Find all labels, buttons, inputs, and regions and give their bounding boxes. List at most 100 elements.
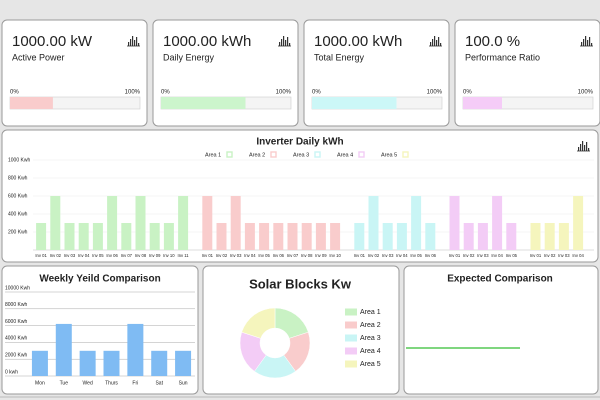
x-tick-label: Inv 11 xyxy=(178,253,190,258)
chart-icon xyxy=(587,40,589,46)
chart-icon xyxy=(287,37,289,46)
x-tick-label: Inv 01 xyxy=(530,253,542,258)
legend-swatch xyxy=(345,308,357,316)
x-tick-label: Tue xyxy=(60,380,69,386)
legend-label: Area 2 xyxy=(249,152,265,158)
kpi-label: Daily Energy xyxy=(163,52,215,62)
x-tick-label: Inv 10 xyxy=(329,253,341,258)
x-tick-label: Inv 05 xyxy=(410,253,422,258)
legend-swatch xyxy=(270,151,277,158)
x-tick-label: Inv 02 xyxy=(368,253,380,258)
x-tick-label: Inv 01 xyxy=(354,253,366,258)
chart-icon xyxy=(434,36,436,46)
kpi-min: 0% xyxy=(463,90,472,96)
bar xyxy=(301,223,312,250)
bar xyxy=(55,323,72,376)
y-tick-label: 600 Kwh xyxy=(8,193,28,199)
kpi-min: 0% xyxy=(312,90,321,96)
y-tick-label: 2000 Kwh xyxy=(5,353,27,359)
progress-fill xyxy=(161,97,246,109)
bar xyxy=(259,223,270,250)
y-tick-label: 1000 Kwh xyxy=(8,157,30,163)
x-tick-label: Inv 01 xyxy=(202,253,214,258)
x-tick-label: Inv 03 xyxy=(558,253,570,258)
chart-title: Solar Blocks Kw xyxy=(249,276,352,291)
bar xyxy=(79,350,96,376)
bar xyxy=(31,350,48,376)
chart-icon xyxy=(589,37,591,46)
legend-swatch xyxy=(314,151,321,158)
bar xyxy=(202,196,213,250)
chart-icon xyxy=(128,42,130,46)
chart-icon xyxy=(580,144,582,151)
bar xyxy=(50,196,61,250)
chart-icon xyxy=(136,37,138,46)
bar xyxy=(368,196,379,250)
kpi-max: 100% xyxy=(427,90,443,96)
legend-swatch xyxy=(345,347,357,355)
chart-icon xyxy=(138,43,140,46)
chart-icon xyxy=(581,42,583,46)
bar xyxy=(530,223,541,250)
x-tick-label: Inv 03 xyxy=(477,253,489,258)
chart-icon xyxy=(134,40,136,46)
bar xyxy=(121,223,132,250)
chart-icon xyxy=(588,148,590,151)
kpi-min: 0% xyxy=(161,90,170,96)
kpi-label: Total Energy xyxy=(314,52,365,62)
kpi-max: 100% xyxy=(125,90,141,96)
x-tick-label: Inv 02 xyxy=(463,253,475,258)
chart-icon xyxy=(132,36,134,46)
x-tick-label: Inv 01 xyxy=(449,253,461,258)
bar xyxy=(230,196,241,250)
bar xyxy=(216,223,227,250)
x-tick-label: Inv 04 xyxy=(396,253,408,258)
chart-icon xyxy=(430,42,432,46)
chart-icon xyxy=(586,142,588,151)
bar xyxy=(506,223,517,250)
chart-icon xyxy=(289,43,291,46)
chart-icon xyxy=(285,40,287,46)
chart-title: Expected Comparison xyxy=(447,274,553,285)
y-tick-label: 800 Kwh xyxy=(8,175,28,181)
chart-icon xyxy=(584,145,586,151)
x-tick-label: Inv 09 xyxy=(149,253,161,258)
bar xyxy=(178,196,189,250)
bar xyxy=(135,196,146,250)
x-tick-label: Mon xyxy=(35,380,45,386)
bar xyxy=(149,223,160,250)
bar xyxy=(330,223,341,250)
chart-icon xyxy=(591,43,593,46)
chart-icon xyxy=(582,141,584,151)
chart-icon xyxy=(585,36,587,46)
legend-label: Area 5 xyxy=(381,152,397,158)
x-tick-label: Thurs xyxy=(105,380,118,386)
x-tick-label: Inv 05 xyxy=(506,253,518,258)
legend-swatch xyxy=(358,151,365,158)
legend-swatch xyxy=(226,151,233,158)
bar xyxy=(64,223,75,250)
bar xyxy=(151,350,168,376)
x-tick-label: Inv 08 xyxy=(135,253,147,258)
legend-swatch xyxy=(345,360,357,368)
y-tick-label: 4000 Kwh xyxy=(5,336,27,342)
legend-label: Area 2 xyxy=(360,322,381,329)
x-tick-label: Inv 07 xyxy=(287,253,299,258)
y-tick-label: 8000 Kwh xyxy=(5,302,27,308)
bar xyxy=(103,350,120,376)
x-tick-label: Inv 04 xyxy=(78,253,90,258)
chart-icon xyxy=(438,37,440,46)
x-tick-label: Inv 03 xyxy=(382,253,394,258)
x-tick-label: Inv 04 xyxy=(244,253,256,258)
x-tick-label: Inv 01 xyxy=(35,253,47,258)
x-tick-label: Inv 04 xyxy=(572,253,584,258)
y-tick-label: 400 Kwh xyxy=(8,211,28,217)
bar xyxy=(244,223,255,250)
legend-label: Area 1 xyxy=(360,309,381,316)
bar xyxy=(78,223,89,250)
x-tick-label: Wed xyxy=(83,380,93,386)
expected-panel xyxy=(403,265,599,395)
bar xyxy=(175,350,192,376)
